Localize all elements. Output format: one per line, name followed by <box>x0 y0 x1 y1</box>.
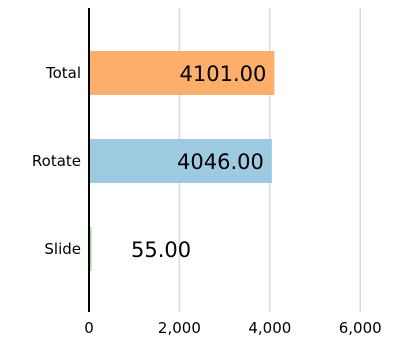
data-label-total: 4101.00 <box>180 62 267 86</box>
bar-rotate <box>89 139 272 183</box>
x-tick-label-3: 6,000 <box>339 319 382 337</box>
category-label-rotate: Rotate <box>32 152 81 170</box>
data-label-rotate: 4046.00 <box>177 150 264 174</box>
data-label-slide: 55.00 <box>131 238 191 262</box>
bar-slide <box>89 227 92 271</box>
bar-total <box>89 51 275 95</box>
x-tick-label-0: 0 <box>84 319 94 337</box>
category-label-slide: Slide <box>44 240 81 258</box>
category-label-total: Total <box>45 64 81 82</box>
labels: Total 4101.00 Rotate 4046.00 Slide 55.00 0 2,00… <box>32 62 382 337</box>
x-tick-label-2: 4,000 <box>248 319 291 337</box>
x-tick-label-1: 2,000 <box>158 319 201 337</box>
bars <box>89 51 275 271</box>
